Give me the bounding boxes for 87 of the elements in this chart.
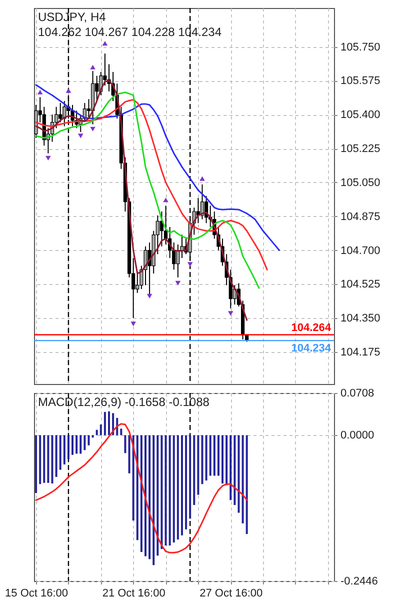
bar (132, 435, 134, 520)
y-tick-label: 0.0000 (340, 430, 374, 442)
bar (168, 435, 171, 546)
line-series (35, 84, 280, 252)
x-tick-label: 15 Oct 16:00 (5, 588, 68, 600)
point (90, 126, 96, 132)
bar (55, 435, 58, 477)
bar (80, 435, 82, 454)
bar (76, 435, 78, 454)
candlestick (58, 102, 62, 123)
bar (148, 435, 151, 560)
candlestick (136, 273, 140, 294)
y-tick-label: 0.0708 (340, 388, 374, 400)
point (90, 64, 96, 70)
y-tick-label: 104.875 (340, 210, 380, 223)
bar (164, 435, 167, 546)
bar (144, 435, 146, 556)
bar (209, 435, 212, 476)
text: 104.262 104.267 104.228 104.234 (38, 25, 222, 39)
bar (59, 435, 62, 470)
point (228, 311, 234, 316)
line-series (35, 92, 260, 289)
point (37, 90, 43, 94)
bar (213, 435, 216, 476)
bar (172, 435, 175, 542)
ref-line-label: 104.264 (291, 322, 332, 334)
bar (201, 435, 204, 484)
bar (128, 435, 130, 474)
bar (88, 435, 90, 446)
y-tick-label: -0.2446 (340, 576, 378, 588)
y-tick-label: 105.400 (340, 109, 380, 122)
bar (205, 435, 208, 481)
line-series (35, 423, 248, 554)
chart-title: USDJPY, H4 (38, 10, 106, 24)
point (175, 280, 181, 286)
bar (226, 435, 228, 486)
point (102, 40, 108, 46)
point (163, 198, 168, 202)
point (78, 134, 84, 138)
bar (108, 411, 110, 436)
y-tick-label: 105.050 (340, 176, 380, 189)
bar (160, 435, 163, 550)
bar (185, 435, 188, 530)
y-tick-label: 105.750 (340, 41, 380, 54)
bar (222, 435, 224, 484)
bar (156, 435, 159, 556)
bar (96, 430, 98, 436)
bar (47, 435, 50, 483)
bar (100, 424, 102, 436)
bar (176, 435, 179, 540)
y-tick-label: 105.225 (340, 143, 380, 156)
bar (63, 435, 66, 464)
bar (234, 435, 236, 505)
point (146, 294, 152, 298)
point (46, 156, 51, 160)
bar (193, 435, 196, 505)
bar (124, 435, 126, 454)
bar (39, 435, 42, 484)
bar (35, 435, 38, 494)
chart-title: MACD(12,26,9) -0.1658 -0.1088 (38, 395, 210, 409)
bar (136, 435, 138, 540)
y-tick-label: 104.700 (340, 244, 380, 257)
bar (92, 435, 94, 438)
x-tick-label: 27 Oct 16:00 (200, 588, 263, 600)
bar (180, 435, 183, 536)
bar (120, 428, 122, 436)
bar (84, 435, 86, 450)
bar (51, 435, 54, 484)
bar (230, 435, 232, 500)
point (200, 176, 205, 181)
bar (43, 435, 46, 483)
ref-line-label: 104.234 (291, 342, 332, 355)
bar (238, 435, 240, 513)
y-tick-label: 104.350 (340, 312, 380, 325)
bar (72, 435, 74, 455)
bar (104, 412, 106, 436)
point (130, 322, 136, 326)
bar (197, 435, 200, 495)
x-tick-label: 21 Oct 16:00 (102, 588, 166, 600)
bar (152, 435, 155, 566)
bar (217, 435, 220, 476)
bar (246, 435, 248, 534)
y-tick-label: 104.175 (340, 346, 380, 359)
y-tick-label: 105.575 (340, 75, 380, 88)
bar (242, 435, 244, 524)
y-tick-label: 104.525 (340, 278, 380, 291)
bar (140, 435, 142, 552)
